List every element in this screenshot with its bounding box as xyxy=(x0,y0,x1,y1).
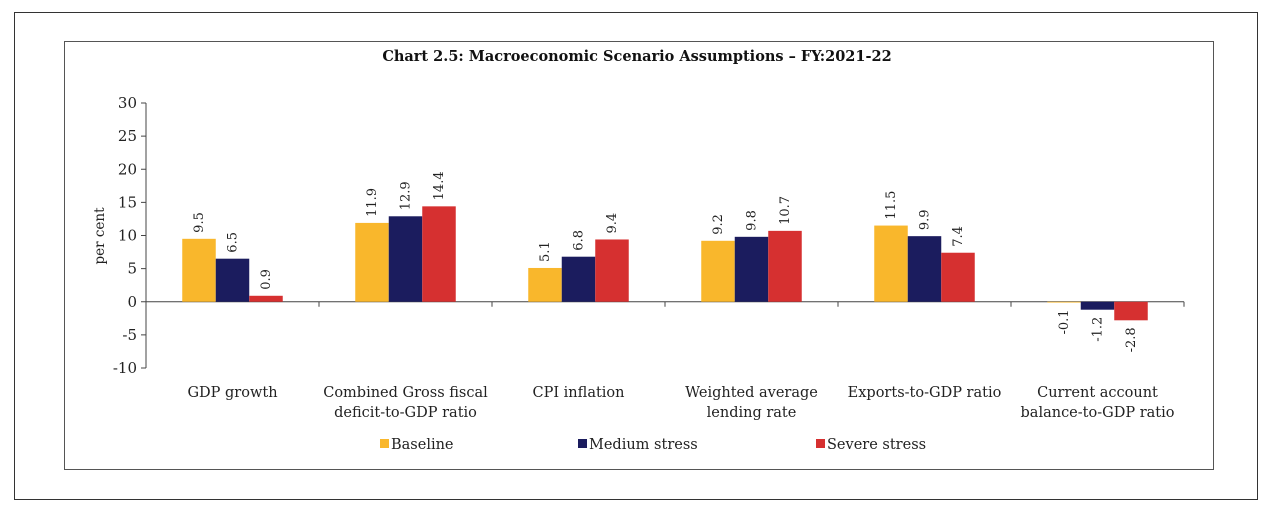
category-label: balance-to-GDP ratio xyxy=(1021,405,1175,421)
y-tick-label: 30 xyxy=(118,94,137,112)
outer-frame xyxy=(14,12,1258,500)
data-label: 9.5 xyxy=(192,212,207,233)
x-axis xyxy=(145,301,1185,307)
data-label: 11.9 xyxy=(365,188,380,217)
legend-label: Severe stress xyxy=(827,437,926,453)
chart-title: Chart 2.5: Macroeconomic Scenario Assump… xyxy=(382,48,892,65)
y-axis-title: per cent xyxy=(92,207,108,265)
bar xyxy=(701,240,735,302)
category-label: Exports-to-GDP ratio xyxy=(848,385,1002,401)
bar xyxy=(561,256,596,302)
legend-label: Baseline xyxy=(391,437,454,453)
data-label: 12.9 xyxy=(399,181,414,210)
bar xyxy=(768,230,802,302)
y-tick-label: 15 xyxy=(118,193,137,211)
data-labels: 9.5 6.5 0.9 11.9 12.9 14.4 5.1 6.8 9.4 9.2 9.8 10.7… xyxy=(192,171,1139,352)
bar xyxy=(182,238,216,302)
y-axis: 30 25 20 15 10 5 0 -5 -10 xyxy=(113,94,147,377)
bar xyxy=(215,258,250,302)
data-label: 7.4 xyxy=(951,226,966,247)
chart-panel xyxy=(64,41,1214,470)
y-tick-label: 0 xyxy=(127,293,137,311)
bar xyxy=(734,236,769,302)
bar xyxy=(941,252,975,302)
data-label: 10.7 xyxy=(778,196,793,225)
data-label: 11.5 xyxy=(884,191,899,220)
bar xyxy=(595,239,629,302)
data-label: 9.8 xyxy=(745,210,760,231)
data-label: -1.2 xyxy=(1091,317,1106,342)
category-labels: GDP growth Combined Gross fiscal deficit-t… xyxy=(187,385,1174,421)
bar xyxy=(422,206,456,302)
legend-swatch xyxy=(578,439,587,448)
bar xyxy=(1080,301,1115,310)
data-label: 9.4 xyxy=(605,213,620,234)
y-tick-label: -10 xyxy=(113,359,137,377)
category-label: Weighted average xyxy=(685,385,818,401)
category-label: lending rate xyxy=(707,405,797,421)
data-label: 6.5 xyxy=(226,232,241,253)
y-tick-label: -5 xyxy=(122,326,137,344)
bar xyxy=(907,236,942,302)
y-tick-label: 5 xyxy=(127,260,137,278)
data-label: 14.4 xyxy=(432,171,447,200)
category-label: GDP growth xyxy=(187,385,277,401)
category-label: CPI inflation xyxy=(532,385,624,401)
y-tick-label: 20 xyxy=(118,160,137,178)
category-label: Current account xyxy=(1037,385,1158,401)
category-label: deficit-to-GDP ratio xyxy=(334,405,477,421)
data-label: 0.9 xyxy=(259,269,274,290)
data-label: 5.1 xyxy=(538,241,553,262)
legend-swatch xyxy=(380,439,389,448)
data-label: 9.9 xyxy=(918,209,933,230)
legend-label: Medium stress xyxy=(589,437,698,453)
y-tick-label: 10 xyxy=(118,227,137,245)
data-label: 9.2 xyxy=(711,214,726,235)
legend-swatch xyxy=(816,439,825,448)
y-tick-label: 25 xyxy=(118,127,137,145)
data-label: -2.8 xyxy=(1124,327,1139,352)
bar xyxy=(528,267,562,302)
category-label: Combined Gross fiscal xyxy=(323,385,488,401)
bar xyxy=(1114,301,1148,321)
bar xyxy=(249,295,283,302)
bars xyxy=(182,206,1148,321)
data-label: 6.8 xyxy=(572,230,587,251)
bar xyxy=(388,216,423,302)
bar xyxy=(1047,301,1081,303)
bar xyxy=(355,222,389,302)
data-label: -0.1 xyxy=(1057,309,1072,334)
legend: Baseline Medium stress Severe stress xyxy=(380,437,926,453)
bar xyxy=(874,225,908,302)
